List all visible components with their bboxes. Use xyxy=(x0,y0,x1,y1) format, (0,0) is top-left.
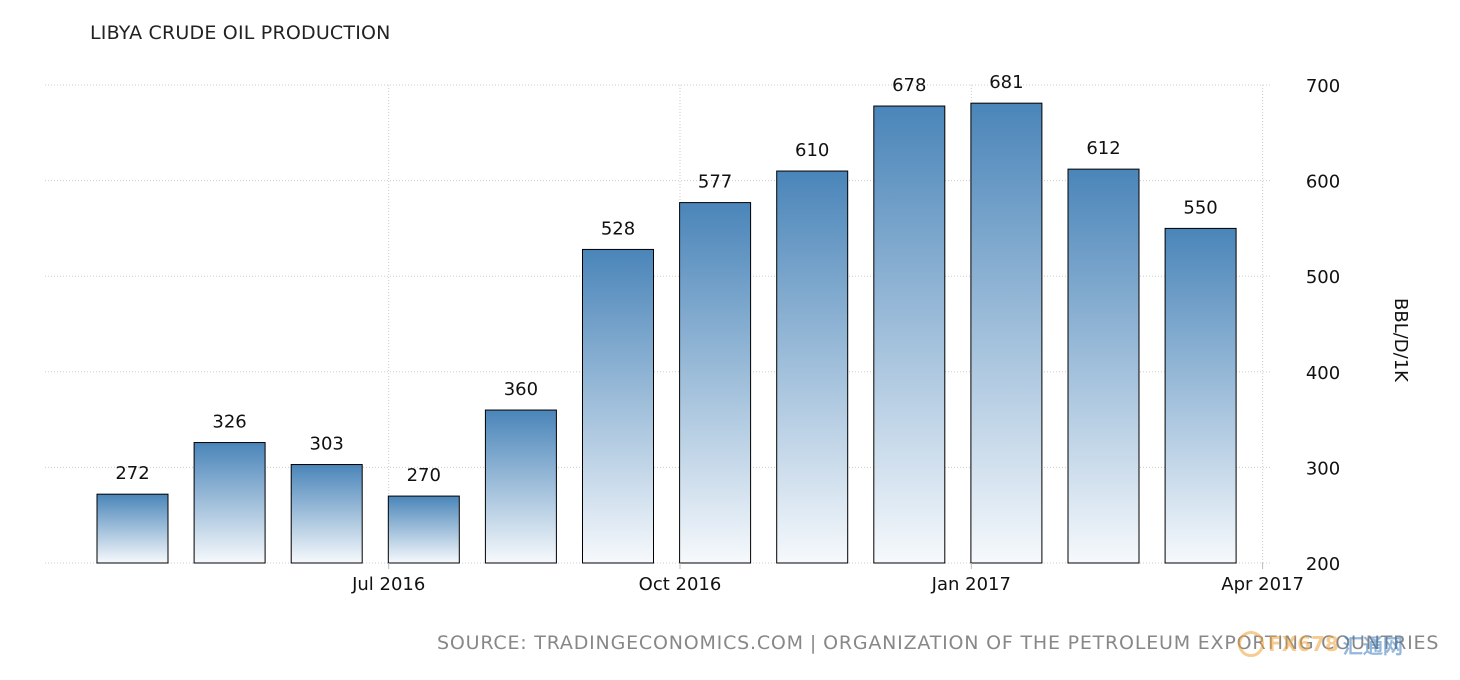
bar-value-label: 303 xyxy=(310,434,344,455)
x-tick-label: Jul 2016 xyxy=(351,574,425,595)
y-axis-title: BBL/D/1K xyxy=(1390,298,1411,383)
x-axis: Jul 2016 Oct 2016 Jan 2017 Apr 2017 xyxy=(351,563,1304,595)
y-tick-label: 200 xyxy=(1306,554,1340,575)
bar xyxy=(776,170,849,564)
bar-value-label: 577 xyxy=(698,172,732,193)
watermark-logo: FX678 汇通网 xyxy=(1238,624,1403,664)
source-organization: ORGANIZATION OF THE PETROLEUM EXPORTING … xyxy=(823,632,1440,654)
y-axis: 200 300 400 500 600 700 xyxy=(1306,76,1340,575)
bar-value-label: 681 xyxy=(989,72,1023,93)
bar xyxy=(387,495,460,564)
bar xyxy=(970,102,1043,564)
bar-value-label: 528 xyxy=(601,218,635,239)
watermark-circle-icon xyxy=(1238,631,1264,657)
bar xyxy=(1164,227,1237,564)
bar-value-label: 550 xyxy=(1183,197,1217,218)
bar-value-label: 610 xyxy=(795,140,829,161)
y-tick-label: 300 xyxy=(1306,458,1340,479)
bar xyxy=(1067,168,1140,564)
x-tick-label: Oct 2016 xyxy=(639,574,722,595)
bar-value-label: 360 xyxy=(504,379,538,400)
bar xyxy=(873,105,946,564)
bar xyxy=(484,409,557,564)
y-tick-label: 400 xyxy=(1306,363,1340,384)
source-footer: SOURCE: TRADINGECONOMICS.COM | ORGANIZATIO… xyxy=(437,632,1439,654)
y-tick-label: 500 xyxy=(1306,267,1340,288)
bar-value-label: 270 xyxy=(407,465,441,486)
watermark-chinese: 汇通网 xyxy=(1342,633,1403,658)
y-tick-label: 700 xyxy=(1306,76,1340,97)
bar xyxy=(582,248,654,564)
source-separator: | xyxy=(809,632,818,654)
watermark-latin: FX678 xyxy=(1268,632,1339,656)
bar-value-label: 326 xyxy=(212,412,246,433)
y-tick-label: 600 xyxy=(1306,172,1340,193)
chart-title: LIBYA CRUDE OIL PRODUCTION xyxy=(90,22,391,44)
bar xyxy=(193,442,266,564)
bar-value-label: 678 xyxy=(892,75,926,96)
x-tick-label: Apr 2017 xyxy=(1221,574,1304,595)
source-website: SOURCE: TRADINGECONOMICS.COM xyxy=(437,632,804,654)
data-labels: 272 326 303 270 360 528 577 610 678 681 612 550 xyxy=(115,72,1217,486)
bar-value-label: 272 xyxy=(115,463,149,484)
bar-value-label: 612 xyxy=(1086,138,1120,159)
bar xyxy=(679,202,752,564)
bar xyxy=(290,464,363,564)
bars xyxy=(96,102,1237,564)
x-tick-label: Jan 2017 xyxy=(931,574,1011,595)
bar xyxy=(96,493,169,564)
